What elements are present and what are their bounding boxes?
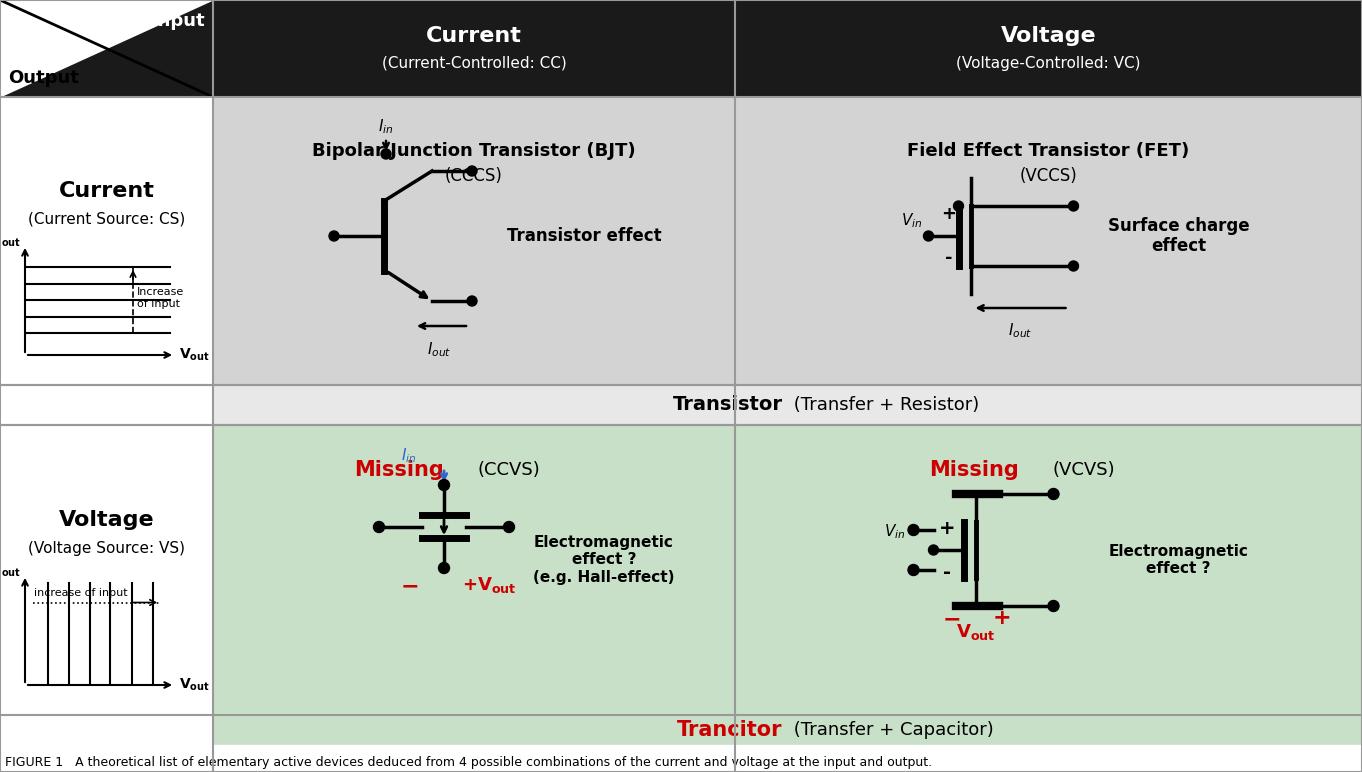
Text: (CCCS): (CCCS): [445, 167, 503, 185]
Text: Bipolar Junction Transistor (BJT): Bipolar Junction Transistor (BJT): [312, 142, 636, 160]
Circle shape: [923, 231, 933, 241]
Polygon shape: [0, 745, 1362, 772]
Circle shape: [953, 201, 963, 211]
Text: Output: Output: [8, 69, 79, 87]
Text: Transistor: Transistor: [673, 395, 783, 415]
Circle shape: [504, 522, 515, 533]
Text: Voltage: Voltage: [1001, 25, 1096, 46]
Circle shape: [1047, 601, 1060, 611]
Circle shape: [908, 524, 919, 536]
Text: Electromagnetic
effect ?
(e.g. Hall-effect): Electromagnetic effect ? (e.g. Hall-effe…: [534, 535, 674, 585]
Circle shape: [467, 166, 477, 176]
Text: Trancitor: Trancitor: [677, 720, 783, 740]
Circle shape: [1047, 489, 1060, 499]
Text: Missing: Missing: [354, 460, 444, 480]
Text: $\mathbf{I_{out}}$: $\mathbf{I_{out}}$: [0, 563, 20, 579]
Text: $V_{in}$: $V_{in}$: [902, 212, 922, 230]
Circle shape: [1069, 261, 1079, 271]
Polygon shape: [212, 385, 1362, 425]
Text: Transistor effect: Transistor effect: [507, 227, 662, 245]
Text: -: -: [944, 563, 952, 581]
Text: $V_{in}$: $V_{in}$: [884, 523, 906, 541]
Circle shape: [908, 564, 919, 575]
Text: $\mathbf{I_{out}}$: $\mathbf{I_{out}}$: [0, 233, 20, 249]
Text: (Current-Controlled: CC): (Current-Controlled: CC): [381, 56, 567, 71]
Text: Current: Current: [59, 181, 154, 201]
Polygon shape: [212, 97, 1362, 385]
Text: $\mathbf{-}$: $\mathbf{-}$: [400, 575, 418, 595]
Text: (Current Source: CS): (Current Source: CS): [27, 212, 185, 226]
Text: (Voltage-Controlled: VC): (Voltage-Controlled: VC): [956, 56, 1141, 71]
Text: $I_{out}$: $I_{out}$: [1008, 321, 1032, 340]
Text: (Transfer + Resistor): (Transfer + Resistor): [787, 396, 979, 414]
Text: $I_{in}$: $I_{in}$: [400, 446, 415, 465]
Circle shape: [439, 563, 449, 574]
Text: $\mathbf{V_{out}}$: $\mathbf{V_{out}}$: [956, 622, 996, 642]
Text: increase of input: increase of input: [34, 588, 128, 598]
Polygon shape: [0, 425, 212, 715]
Circle shape: [929, 545, 938, 555]
Text: +: +: [940, 519, 956, 537]
Text: $I_{in}$: $I_{in}$: [379, 117, 394, 136]
Polygon shape: [0, 0, 1362, 97]
Polygon shape: [0, 715, 212, 745]
Text: $\mathbf{-}$: $\mathbf{-}$: [943, 608, 960, 628]
Text: (CCVS): (CCVS): [478, 461, 541, 479]
Text: (VCVS): (VCVS): [1053, 461, 1115, 479]
Circle shape: [373, 522, 384, 533]
Text: (Voltage Source: VS): (Voltage Source: VS): [29, 540, 185, 556]
Text: Field Effect Transistor (FET): Field Effect Transistor (FET): [907, 142, 1189, 160]
Text: Electromagnetic
effect ?: Electromagnetic effect ?: [1109, 543, 1249, 576]
Polygon shape: [0, 385, 212, 425]
Circle shape: [439, 479, 449, 490]
Text: Current: Current: [426, 25, 522, 46]
Text: (VCCS): (VCCS): [1020, 167, 1077, 185]
Circle shape: [330, 231, 339, 241]
Polygon shape: [0, 0, 212, 97]
Text: Increase
of input: Increase of input: [138, 287, 184, 309]
Text: Surface charge
effect: Surface charge effect: [1107, 217, 1249, 256]
Text: +: +: [941, 205, 956, 223]
Circle shape: [1069, 201, 1079, 211]
Text: $\mathbf{+ V_{out}}$: $\mathbf{+ V_{out}}$: [462, 575, 516, 595]
Text: (Transfer + Capacitor): (Transfer + Capacitor): [787, 721, 993, 739]
Polygon shape: [0, 97, 212, 385]
Polygon shape: [212, 715, 1362, 745]
Circle shape: [467, 296, 477, 306]
Text: Voltage: Voltage: [59, 510, 154, 530]
Circle shape: [381, 149, 391, 159]
Polygon shape: [212, 425, 1362, 715]
Text: -: -: [945, 249, 952, 267]
Text: $\mathbf{V_{out}}$: $\mathbf{V_{out}}$: [178, 677, 210, 693]
Text: Missing: Missing: [929, 460, 1019, 480]
Text: FIGURE 1   A theoretical list of elementary active devices deduced from 4 possib: FIGURE 1 A theoretical list of elementar…: [5, 756, 932, 769]
Text: $I_{out}$: $I_{out}$: [426, 340, 451, 359]
Text: Input: Input: [151, 12, 206, 30]
Text: $\mathbf{+}$: $\mathbf{+}$: [993, 608, 1011, 628]
Text: $\mathbf{V_{out}}$: $\mathbf{V_{out}}$: [178, 347, 210, 363]
